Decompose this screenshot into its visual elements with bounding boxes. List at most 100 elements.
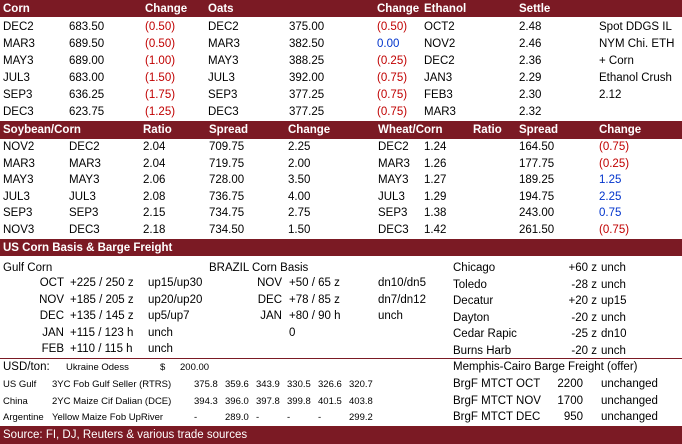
gulf-change: up5/up7 bbox=[148, 310, 190, 322]
futures-cell: 2.46 bbox=[519, 38, 542, 50]
spread-cell: 2.15 bbox=[143, 207, 166, 219]
futures-cell: FEB3 bbox=[424, 89, 453, 101]
header-band-basis bbox=[0, 239, 682, 256]
header-ethanol: Ethanol bbox=[424, 3, 467, 15]
fob-price: 343.9 bbox=[256, 379, 280, 390]
fob-description: 2YC Maize Cif Dalian (DCE) bbox=[52, 395, 172, 407]
brazil-basis: 0 bbox=[289, 326, 296, 339]
futures-cell: (1.50) bbox=[145, 72, 176, 84]
header-wc-change: Change bbox=[599, 124, 642, 136]
spread-cell: 261.50 bbox=[519, 223, 555, 236]
ukraine-label: Ukraine Odess bbox=[66, 362, 129, 373]
spread-cell: NOV2 bbox=[3, 141, 35, 153]
fob-price: 399.8 bbox=[287, 395, 311, 407]
header-band-spreads bbox=[0, 121, 682, 139]
futures-cell: (1.00) bbox=[145, 55, 176, 67]
futures-cell: 2.32 bbox=[519, 106, 542, 118]
interior-change: unch bbox=[601, 344, 626, 357]
spread-cell: MAR3 bbox=[69, 157, 101, 170]
header-band-corn bbox=[0, 0, 682, 17]
spread-cell: (0.25) bbox=[599, 157, 630, 170]
ukraine-value: 200.00 bbox=[180, 362, 210, 373]
gulf-basis: +225 / 250 z bbox=[70, 277, 134, 289]
futures-cell: NOV2 bbox=[424, 38, 456, 50]
spread-cell: DEC2 bbox=[69, 141, 100, 153]
spread-cell: 1.26 bbox=[424, 157, 447, 170]
spread-cell: 2.25 bbox=[288, 141, 311, 153]
interior-location: Burns Harb bbox=[453, 344, 512, 357]
barge-change: unchanged bbox=[601, 378, 658, 390]
fob-price: 299.2 bbox=[349, 412, 373, 423]
interior-basis: -20 z bbox=[571, 311, 597, 324]
futures-cell: (0.75) bbox=[377, 72, 408, 84]
brazil-basis: +50 / 65 z bbox=[289, 277, 340, 289]
header-sc-ratio: Ratio bbox=[143, 124, 172, 136]
futures-cell: MAR3 bbox=[208, 38, 240, 50]
interior-basis: -25 z bbox=[571, 328, 597, 340]
fob-price: 330.5 bbox=[287, 379, 311, 390]
futures-cell: 392.00 bbox=[289, 72, 325, 84]
futures-cell: 377.25 bbox=[289, 106, 325, 118]
fob-origin: China bbox=[3, 395, 28, 407]
futures-cell: 2.36 bbox=[519, 55, 542, 67]
fob-price: 394.3 bbox=[194, 395, 218, 407]
spread-cell: SEP3 bbox=[69, 207, 99, 219]
spread-cell: MAY3 bbox=[69, 174, 100, 186]
ukraine-currency: $ bbox=[160, 362, 166, 373]
gulf-basis: +115 / 123 h bbox=[70, 326, 134, 339]
futures-cell: DEC2 bbox=[3, 21, 34, 33]
interior-location: Chicago bbox=[453, 262, 496, 274]
spread-cell: 736.75 bbox=[209, 190, 245, 203]
futures-cell: JUL3 bbox=[208, 72, 235, 84]
spread-cell: NOV3 bbox=[3, 223, 35, 236]
futures-cell: MAY3 bbox=[208, 55, 239, 67]
fob-price: 401.5 bbox=[318, 395, 342, 407]
interior-basis: -20 z bbox=[571, 344, 597, 357]
interior-location: Cedar Rapic bbox=[453, 328, 517, 340]
header-sc-spread: Spread bbox=[209, 124, 248, 136]
fob-description: Yellow Maize Fob UpRiver bbox=[52, 412, 164, 423]
spread-cell: MAY3 bbox=[3, 174, 34, 186]
fob-price: 289.0 bbox=[225, 412, 249, 423]
interior-basis: +60 z bbox=[568, 262, 597, 274]
futures-cell: (0.50) bbox=[145, 21, 176, 33]
brazil-title: BRAZIL Corn Basis bbox=[209, 262, 309, 274]
header-corn: Corn bbox=[3, 3, 30, 15]
gulf-basis: +185 / 205 z bbox=[70, 293, 134, 306]
spread-cell: 1.24 bbox=[424, 141, 447, 153]
futures-cell: (0.75) bbox=[377, 106, 408, 118]
fob-description: 3YC Fob Gulf Seller (RTRS) bbox=[52, 379, 172, 390]
divider-usd bbox=[0, 358, 682, 359]
spread-cell: 177.75 bbox=[519, 157, 555, 170]
fob-price: - bbox=[194, 412, 198, 423]
interior-change: unch bbox=[601, 278, 626, 291]
spread-cell: 189.25 bbox=[519, 174, 555, 186]
fob-price: - bbox=[318, 412, 322, 423]
futures-cell: 2.29 bbox=[519, 72, 542, 84]
futures-cell: 689.50 bbox=[69, 38, 105, 50]
futures-cell: 636.25 bbox=[69, 89, 105, 101]
spread-cell: DEC3 bbox=[378, 223, 409, 236]
spread-cell: 4.00 bbox=[288, 190, 311, 203]
brazil-month: NOV bbox=[257, 277, 282, 289]
futures-cell: 2.12 bbox=[599, 89, 622, 101]
fob-price: 320.7 bbox=[349, 379, 373, 390]
barge-change: unchanged bbox=[601, 394, 658, 407]
spread-cell: 2.18 bbox=[143, 223, 166, 236]
futures-cell: NYM Chi. ETH bbox=[599, 38, 675, 50]
spread-cell: 1.25 bbox=[599, 174, 622, 186]
interior-change: unch bbox=[601, 262, 626, 274]
spread-cell: 3.50 bbox=[288, 174, 311, 186]
spread-cell: 709.75 bbox=[209, 141, 245, 153]
brazil-basis: +80 / 90 h bbox=[289, 310, 341, 322]
spread-cell: 2.25 bbox=[599, 190, 622, 203]
futures-cell: DEC2 bbox=[208, 21, 239, 33]
source-band bbox=[0, 426, 682, 444]
futures-cell: SEP3 bbox=[208, 89, 238, 101]
futures-cell: (0.50) bbox=[145, 38, 176, 50]
interior-location: Dayton bbox=[453, 311, 490, 324]
spread-cell: 1.29 bbox=[424, 190, 447, 203]
spread-cell: 734.50 bbox=[209, 223, 245, 236]
barge-contract: BrgF MTCT NOV bbox=[453, 394, 541, 407]
fob-price: 396.0 bbox=[225, 395, 249, 407]
